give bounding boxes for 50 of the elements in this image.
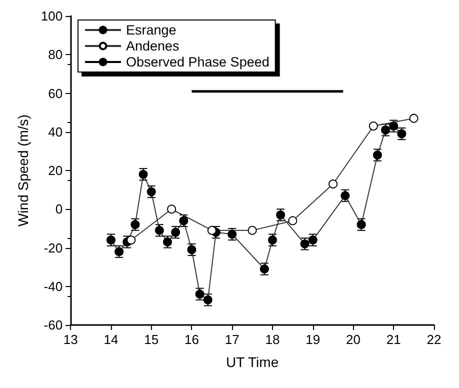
x-tick-label: 16 — [184, 332, 199, 347]
point — [340, 191, 350, 200]
point — [397, 129, 406, 138]
y-tick-label: 40 — [48, 124, 63, 140]
point — [146, 187, 156, 196]
point — [260, 264, 269, 274]
point — [372, 150, 382, 160]
point — [130, 220, 140, 230]
point — [389, 122, 398, 131]
point — [381, 125, 390, 134]
x-tick-label: 13 — [63, 332, 78, 347]
point — [409, 114, 418, 123]
point — [308, 236, 318, 245]
y-tick-label: 20 — [48, 163, 63, 178]
x-tick-label: 20 — [346, 332, 360, 347]
y-axis-title: Wind Speed (m/s) — [15, 114, 31, 227]
legend-label: Observed Phase Speed — [126, 54, 270, 70]
x-tick-label: 22 — [426, 332, 442, 347]
y-tick-label: 60 — [48, 86, 63, 101]
legend-label: Esrange — [126, 22, 176, 38]
legend-label: Andenes — [126, 38, 180, 54]
x-tick-label: 21 — [386, 332, 401, 347]
point — [167, 204, 176, 214]
point — [300, 239, 310, 248]
point — [207, 226, 216, 235]
y-tick-label: -20 — [44, 240, 63, 256]
point — [368, 122, 378, 131]
x-tick-label: 15 — [144, 332, 159, 347]
y-tick-label: -40 — [44, 278, 63, 294]
point — [248, 226, 257, 235]
y-tick-label: 100 — [40, 8, 63, 24]
x-axis-title: UT Time — [226, 354, 279, 370]
y-tick-label: -60 — [44, 318, 63, 332]
point — [268, 236, 277, 245]
y-tick-label: 0 — [55, 202, 63, 217]
point — [328, 180, 338, 189]
point — [138, 170, 148, 179]
point — [276, 210, 286, 220]
point — [195, 290, 204, 299]
point — [228, 230, 237, 239]
point — [126, 236, 136, 245]
point — [187, 245, 196, 254]
x-tick-label: 17 — [224, 332, 240, 347]
point — [288, 216, 298, 226]
x-tick-label: 14 — [104, 332, 118, 347]
x-tick-label: 19 — [306, 332, 320, 347]
point — [356, 220, 366, 230]
point — [203, 295, 212, 304]
x-tick-label: 18 — [265, 332, 280, 347]
y-tick-label: 80 — [48, 47, 63, 62]
